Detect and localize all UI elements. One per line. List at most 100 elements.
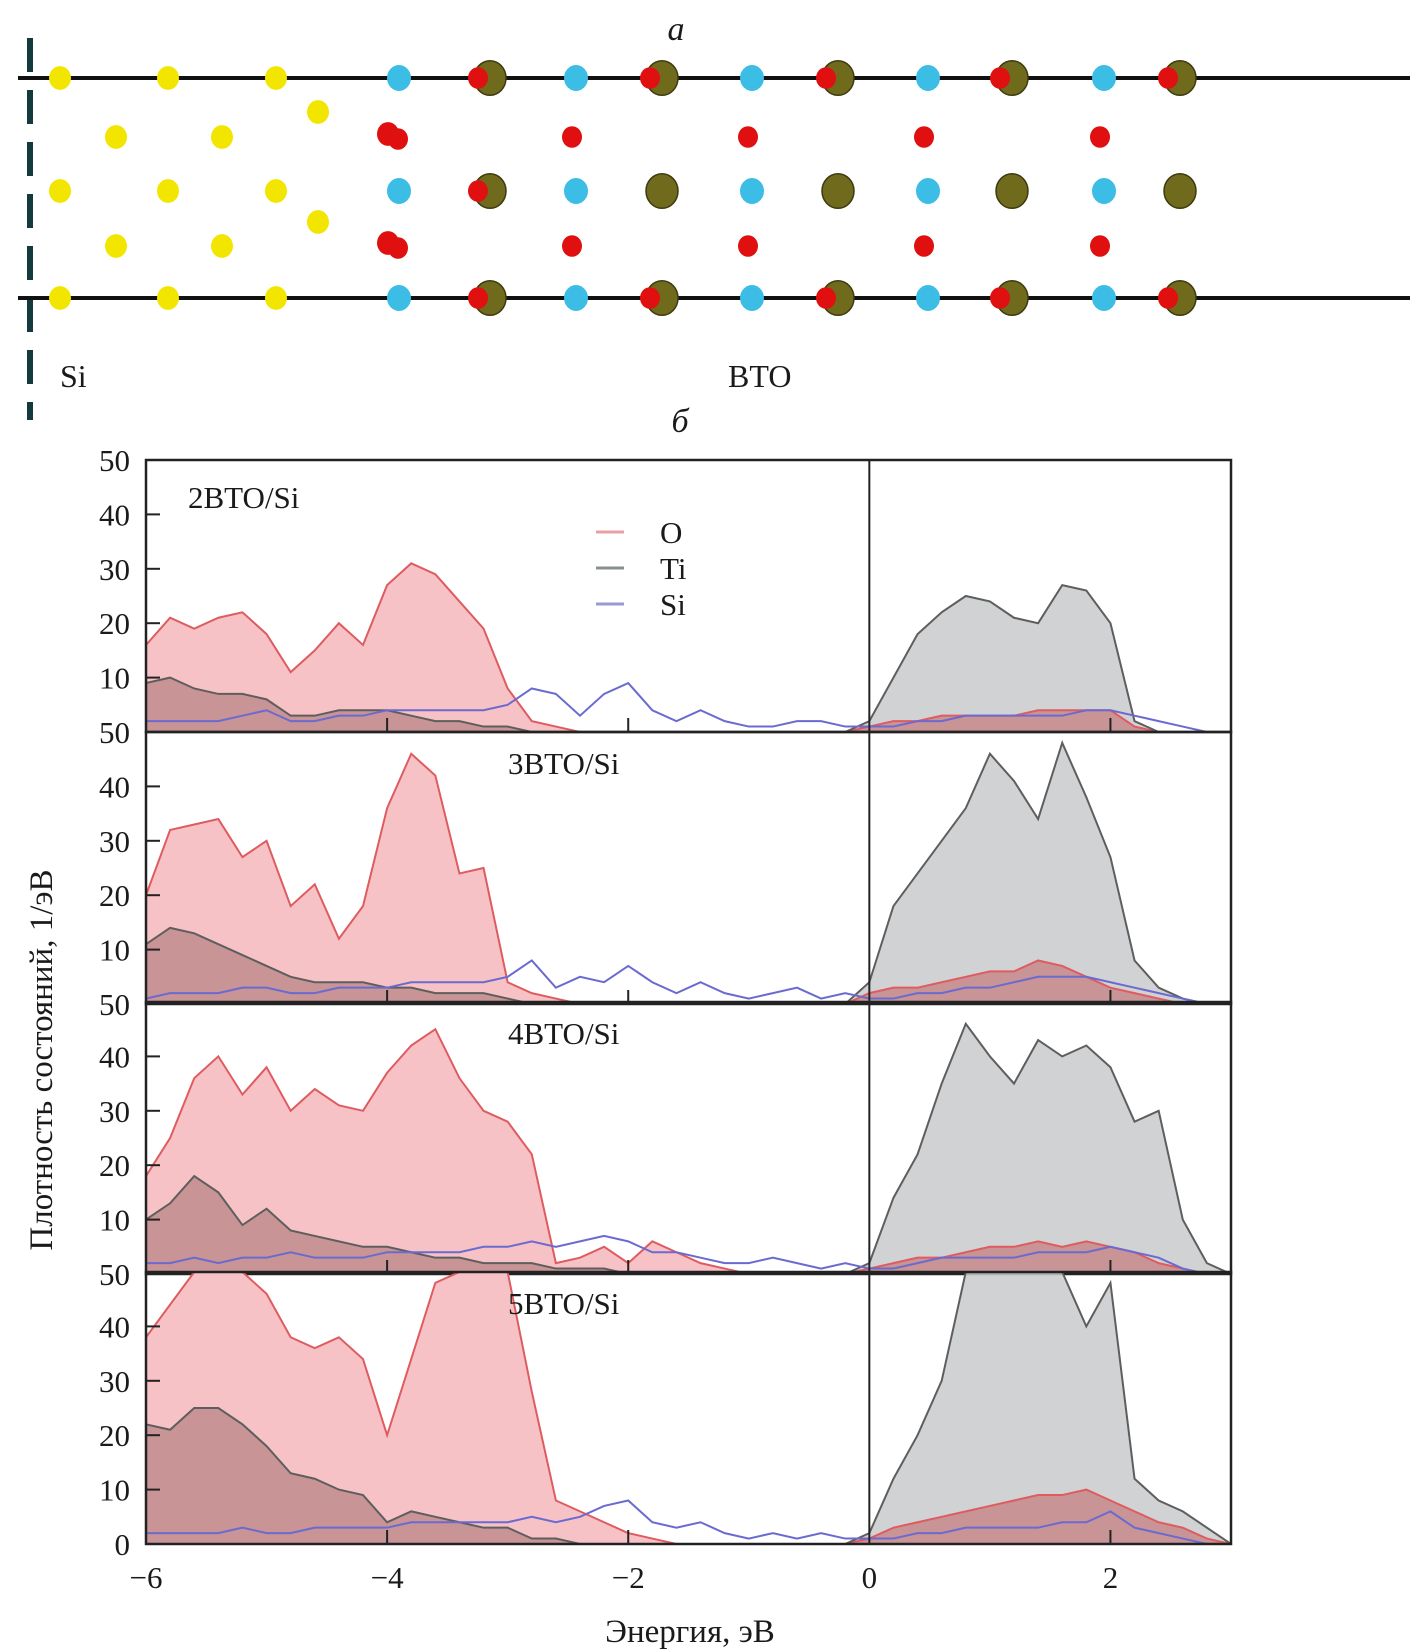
legend: O Ti Si	[596, 515, 687, 622]
panel-title: 3BTO/Si	[508, 746, 620, 781]
si-atom	[49, 286, 71, 310]
o-atom	[640, 67, 660, 89]
y-tick-label: 40	[99, 1039, 130, 1074]
y-tick-label: 50	[99, 987, 130, 1022]
line-o	[146, 1272, 1231, 1544]
x-tick-label: −4	[371, 1560, 404, 1595]
o-atom	[468, 180, 488, 202]
area-ti	[146, 1272, 1231, 1544]
dos-chart-panel: б 5010203040502BTO/Si50102030403BTO/Si50…	[24, 403, 1233, 1650]
panel-b-label: б	[671, 403, 690, 440]
ti-atom	[1092, 65, 1116, 91]
line-o	[146, 752, 1231, 1004]
o-atom	[1090, 235, 1110, 257]
area-overlap	[146, 927, 1231, 1004]
o-atom	[990, 67, 1010, 89]
area-ti	[146, 742, 1231, 1004]
si-atom	[49, 179, 71, 203]
si-atom	[157, 179, 179, 203]
legend-label-ti: Ti	[660, 551, 687, 586]
y-axis-title: Плотность состояний, 1/эВ	[24, 869, 60, 1250]
si-atom	[211, 234, 233, 258]
y-tick-label: 50	[99, 1257, 130, 1292]
o-atom	[468, 287, 488, 309]
line-ti	[146, 583, 1231, 732]
o-atom	[468, 67, 488, 89]
y-tick-label: 10	[99, 933, 130, 968]
ti-atom	[387, 285, 411, 311]
line-o	[146, 1027, 1231, 1274]
x-tick-label: −2	[612, 1560, 645, 1595]
legend-label-o: O	[660, 515, 682, 550]
o-atom	[816, 287, 836, 309]
y-tick-label: 10	[99, 1473, 130, 1508]
o-atom	[738, 126, 758, 148]
area-overlap	[146, 677, 1231, 732]
o-atom	[562, 126, 582, 148]
ti-atom	[916, 285, 940, 311]
y-tick-label: 10	[99, 1203, 130, 1238]
si-atom	[265, 66, 287, 90]
dos-panel-2bto: 50 10 20 30 40 50 2BTO/Si	[99, 443, 1233, 750]
si-atom	[307, 100, 329, 124]
line-ti	[146, 1272, 1231, 1544]
ba-atom	[821, 172, 855, 210]
si-atom	[157, 286, 179, 310]
line-si	[146, 959, 1231, 1004]
ti-atom	[740, 178, 764, 204]
ti-atom	[387, 65, 411, 91]
ti-atom	[564, 65, 588, 91]
ti-atom	[387, 178, 411, 204]
ti-atom	[1092, 285, 1116, 311]
dos-panel-5bto: 0 10 20 30 40 5BTO/Si	[99, 1270, 1233, 1562]
ti-atom	[916, 65, 940, 91]
area-o	[146, 1029, 1231, 1274]
y-tick-label: 50	[99, 715, 130, 750]
o-atom	[1158, 67, 1178, 89]
area-o	[146, 753, 1231, 1004]
ti-atom	[564, 285, 588, 311]
o-atom	[562, 235, 582, 257]
si-atom	[105, 125, 127, 149]
line-si	[146, 1499, 1231, 1544]
ba-atom	[645, 172, 679, 210]
legend-label-si: Si	[660, 587, 686, 622]
dos-panel-3bto: 50 10 20 30 40 3BTO/Si	[99, 730, 1233, 1022]
line-si	[146, 1234, 1231, 1274]
si-atom	[49, 66, 71, 90]
y-tick-label: 20	[99, 1148, 130, 1183]
y-tick-label: 40	[99, 769, 130, 804]
ba-atom	[1163, 172, 1197, 210]
line-ti	[146, 1021, 1231, 1274]
o-atom	[914, 126, 934, 148]
panel-title: 5BTO/Si	[508, 1286, 620, 1321]
area-o	[146, 563, 1231, 732]
y-tick-label: 30	[99, 1094, 130, 1129]
line-ti	[146, 740, 1231, 1004]
si-region-label: Si	[60, 358, 87, 394]
si-atom	[105, 234, 127, 258]
plot-frame	[144, 730, 1233, 1006]
y-tick-label: 20	[99, 878, 130, 913]
x-axis-title: Энергия, эВ	[605, 1614, 775, 1650]
x-tick-label: 0	[862, 1560, 878, 1595]
ti-atom	[740, 285, 764, 311]
o-atom	[388, 128, 408, 150]
y-tick-label: 0	[115, 1527, 131, 1562]
y-tick-label: 30	[99, 824, 130, 859]
x-tick-label: −6	[130, 1560, 163, 1595]
x-tick-label: 2	[1103, 1560, 1119, 1595]
ti-atom	[916, 178, 940, 204]
plots-group: 5010203040502BTO/Si50102030403BTO/Si5010…	[99, 443, 1233, 1595]
area-ti	[146, 585, 1231, 732]
area-o	[146, 1272, 1231, 1544]
ti-atom	[564, 178, 588, 204]
y-tick-label: 10	[99, 661, 130, 696]
bto-region-label: BTO	[728, 358, 791, 394]
plot-frame	[144, 1270, 1233, 1546]
plot-frame	[144, 1000, 1233, 1276]
o-atom	[990, 287, 1010, 309]
atoms-group	[49, 59, 1197, 317]
y-tick-label: 30	[99, 1364, 130, 1399]
